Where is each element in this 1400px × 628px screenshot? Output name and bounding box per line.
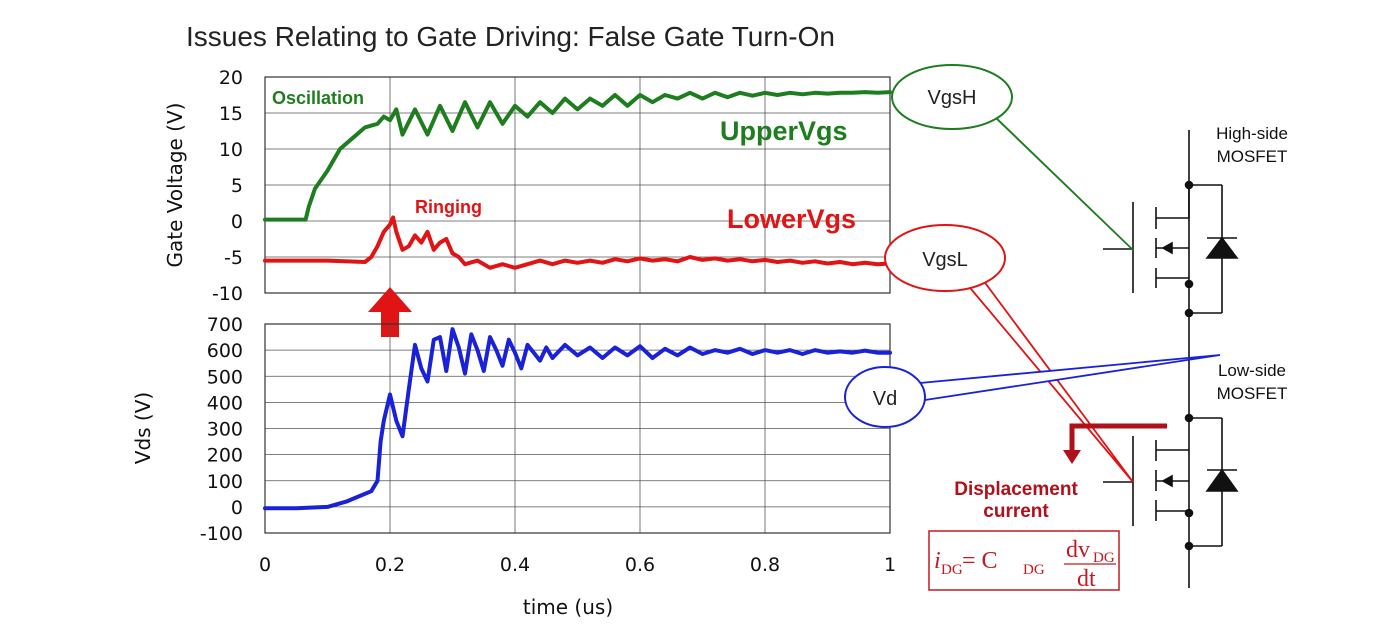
figure-title: Issues Relating to Gate Driving: False G… [186,21,835,52]
formula-i: i [934,548,941,574]
high-side-label-2: MOSFET [1217,147,1288,166]
series-line-uppervgs [263,90,892,222]
x-tick-label: 0.6 [625,554,655,576]
y-tick-label: 600 [207,340,243,362]
y-tick-label: 700 [207,314,243,336]
y-tick-label: 10 [219,139,243,161]
formula-i-sub: DG [941,562,963,578]
gate-voltage-axis-label: Gate Voltage (V) [163,103,187,268]
series-line-lowervgs [263,215,892,270]
vds-panel: 700 600 500 400 300 200 100 0 -100 0 0.2 0.4 0.6 0.8… [131,314,896,619]
upper-vgs-legend: UpperVgs [720,116,848,146]
formula-box [928,530,1120,591]
formula-denominator: dt [1077,566,1096,592]
time-axis-label: time (us) [523,595,613,619]
displacement-arrow-path [1069,423,1167,452]
y-tick-label: 500 [207,366,243,388]
formula-numerator-sub: DG [1093,550,1115,566]
y-tick-label: 20 [219,67,243,89]
displacement-arrow-head-icon [1063,450,1081,464]
vd-bubble [844,366,926,428]
gate-voltage-frame [264,76,891,294]
y-tick-label: 300 [207,419,243,441]
x-tick-label: 0.2 [375,554,405,576]
vgsh-label: VgsH [928,87,977,109]
y-tick-label: 0 [231,497,243,519]
vds-axis-label: Vds (V) [131,392,155,464]
vd-pointer [918,354,1221,402]
formula-c-sub: DG [1023,562,1045,578]
displacement-label-1: Displacement [954,479,1078,500]
x-tick-label: 0 [259,554,271,576]
displacement-current-formula: i DG = C DG dv DG dt [934,537,1116,592]
low-side-label-2: MOSFET [1217,384,1288,403]
y-tick-label: 400 [207,392,243,414]
x-tick-label: 1 [884,554,896,576]
vgsl-bubble [884,224,1006,292]
ringing-annotation: Ringing [415,197,482,217]
y-tick-label: 15 [219,103,243,125]
low-side-mosfet-symbol [1103,417,1239,547]
half-bridge-schematic [1103,130,1239,588]
gate-voltage-panel: 20 15 10 5 0 -5 -10 Gate Voltage (V) Oscillati… [163,67,892,305]
x-tick-label: 0.8 [750,554,780,576]
formula-eq-c: = C [962,548,998,574]
series-line-vd [263,327,892,511]
y-tick-label: 200 [207,445,243,467]
displacement-label-2: current [983,501,1049,522]
y-tick-label: -100 [200,523,243,545]
formula-numerator: dv [1066,537,1090,563]
y-tick-label: 100 [207,471,243,493]
vgsh-pointer [989,111,1134,251]
lower-vgs-legend: LowerVgs [727,204,856,234]
y-tick-label: -5 [224,247,243,269]
y-tick-label: 0 [231,211,243,233]
y-tick-label: -10 [212,283,243,305]
low-side-label-1: Low-side [1218,361,1286,380]
up-arrow-icon [368,287,412,337]
high-side-label-1: High-side [1216,124,1288,143]
vgsh-bubble [891,64,1013,130]
vd-label: Vd [873,388,897,410]
high-side-mosfet-symbol [1103,184,1239,314]
y-tick-label: 5 [231,175,243,197]
vgsl-label: VgsL [922,249,968,271]
vds-frame [264,323,891,534]
x-tick-label: 0.4 [500,554,530,576]
oscillation-annotation: Oscillation [272,88,364,108]
